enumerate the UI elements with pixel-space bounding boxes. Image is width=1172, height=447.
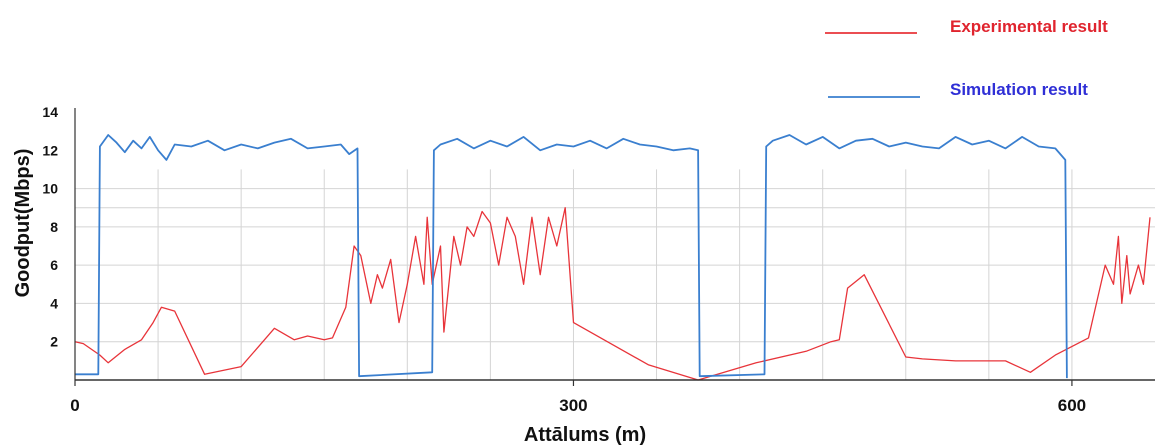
y-tick-label: 2	[50, 334, 58, 350]
x-axis-title: Attālums (m)	[524, 424, 646, 446]
series-line-simulation	[75, 134, 1068, 379]
axes	[74, 108, 1155, 386]
legend-label-simulation: Simulation result	[950, 80, 1088, 99]
x-tick-label: 600	[1058, 396, 1086, 415]
x-tick-label: 300	[559, 396, 587, 415]
y-tick-label: 14	[42, 104, 58, 120]
y-axis-title: Goodput(Mbps)	[12, 149, 34, 298]
x-tick-label: 0	[70, 396, 79, 415]
tick-labels: 0 300 600 2 4 6 8 10 12 14	[42, 104, 1086, 415]
series-layer	[74, 134, 1151, 381]
y-tick-label: 4	[50, 295, 58, 311]
y-tick-label: 6	[50, 257, 58, 273]
grid-lines	[75, 169, 1155, 380]
y-tick-label: 12	[42, 142, 58, 158]
y-tick-label: 10	[42, 181, 58, 197]
legend-label-experimental: Experimental result	[950, 17, 1108, 36]
series-line-experimental	[74, 207, 1151, 381]
legend: Experimental result Simulation result	[825, 17, 1108, 99]
y-tick-label: 8	[50, 219, 58, 235]
